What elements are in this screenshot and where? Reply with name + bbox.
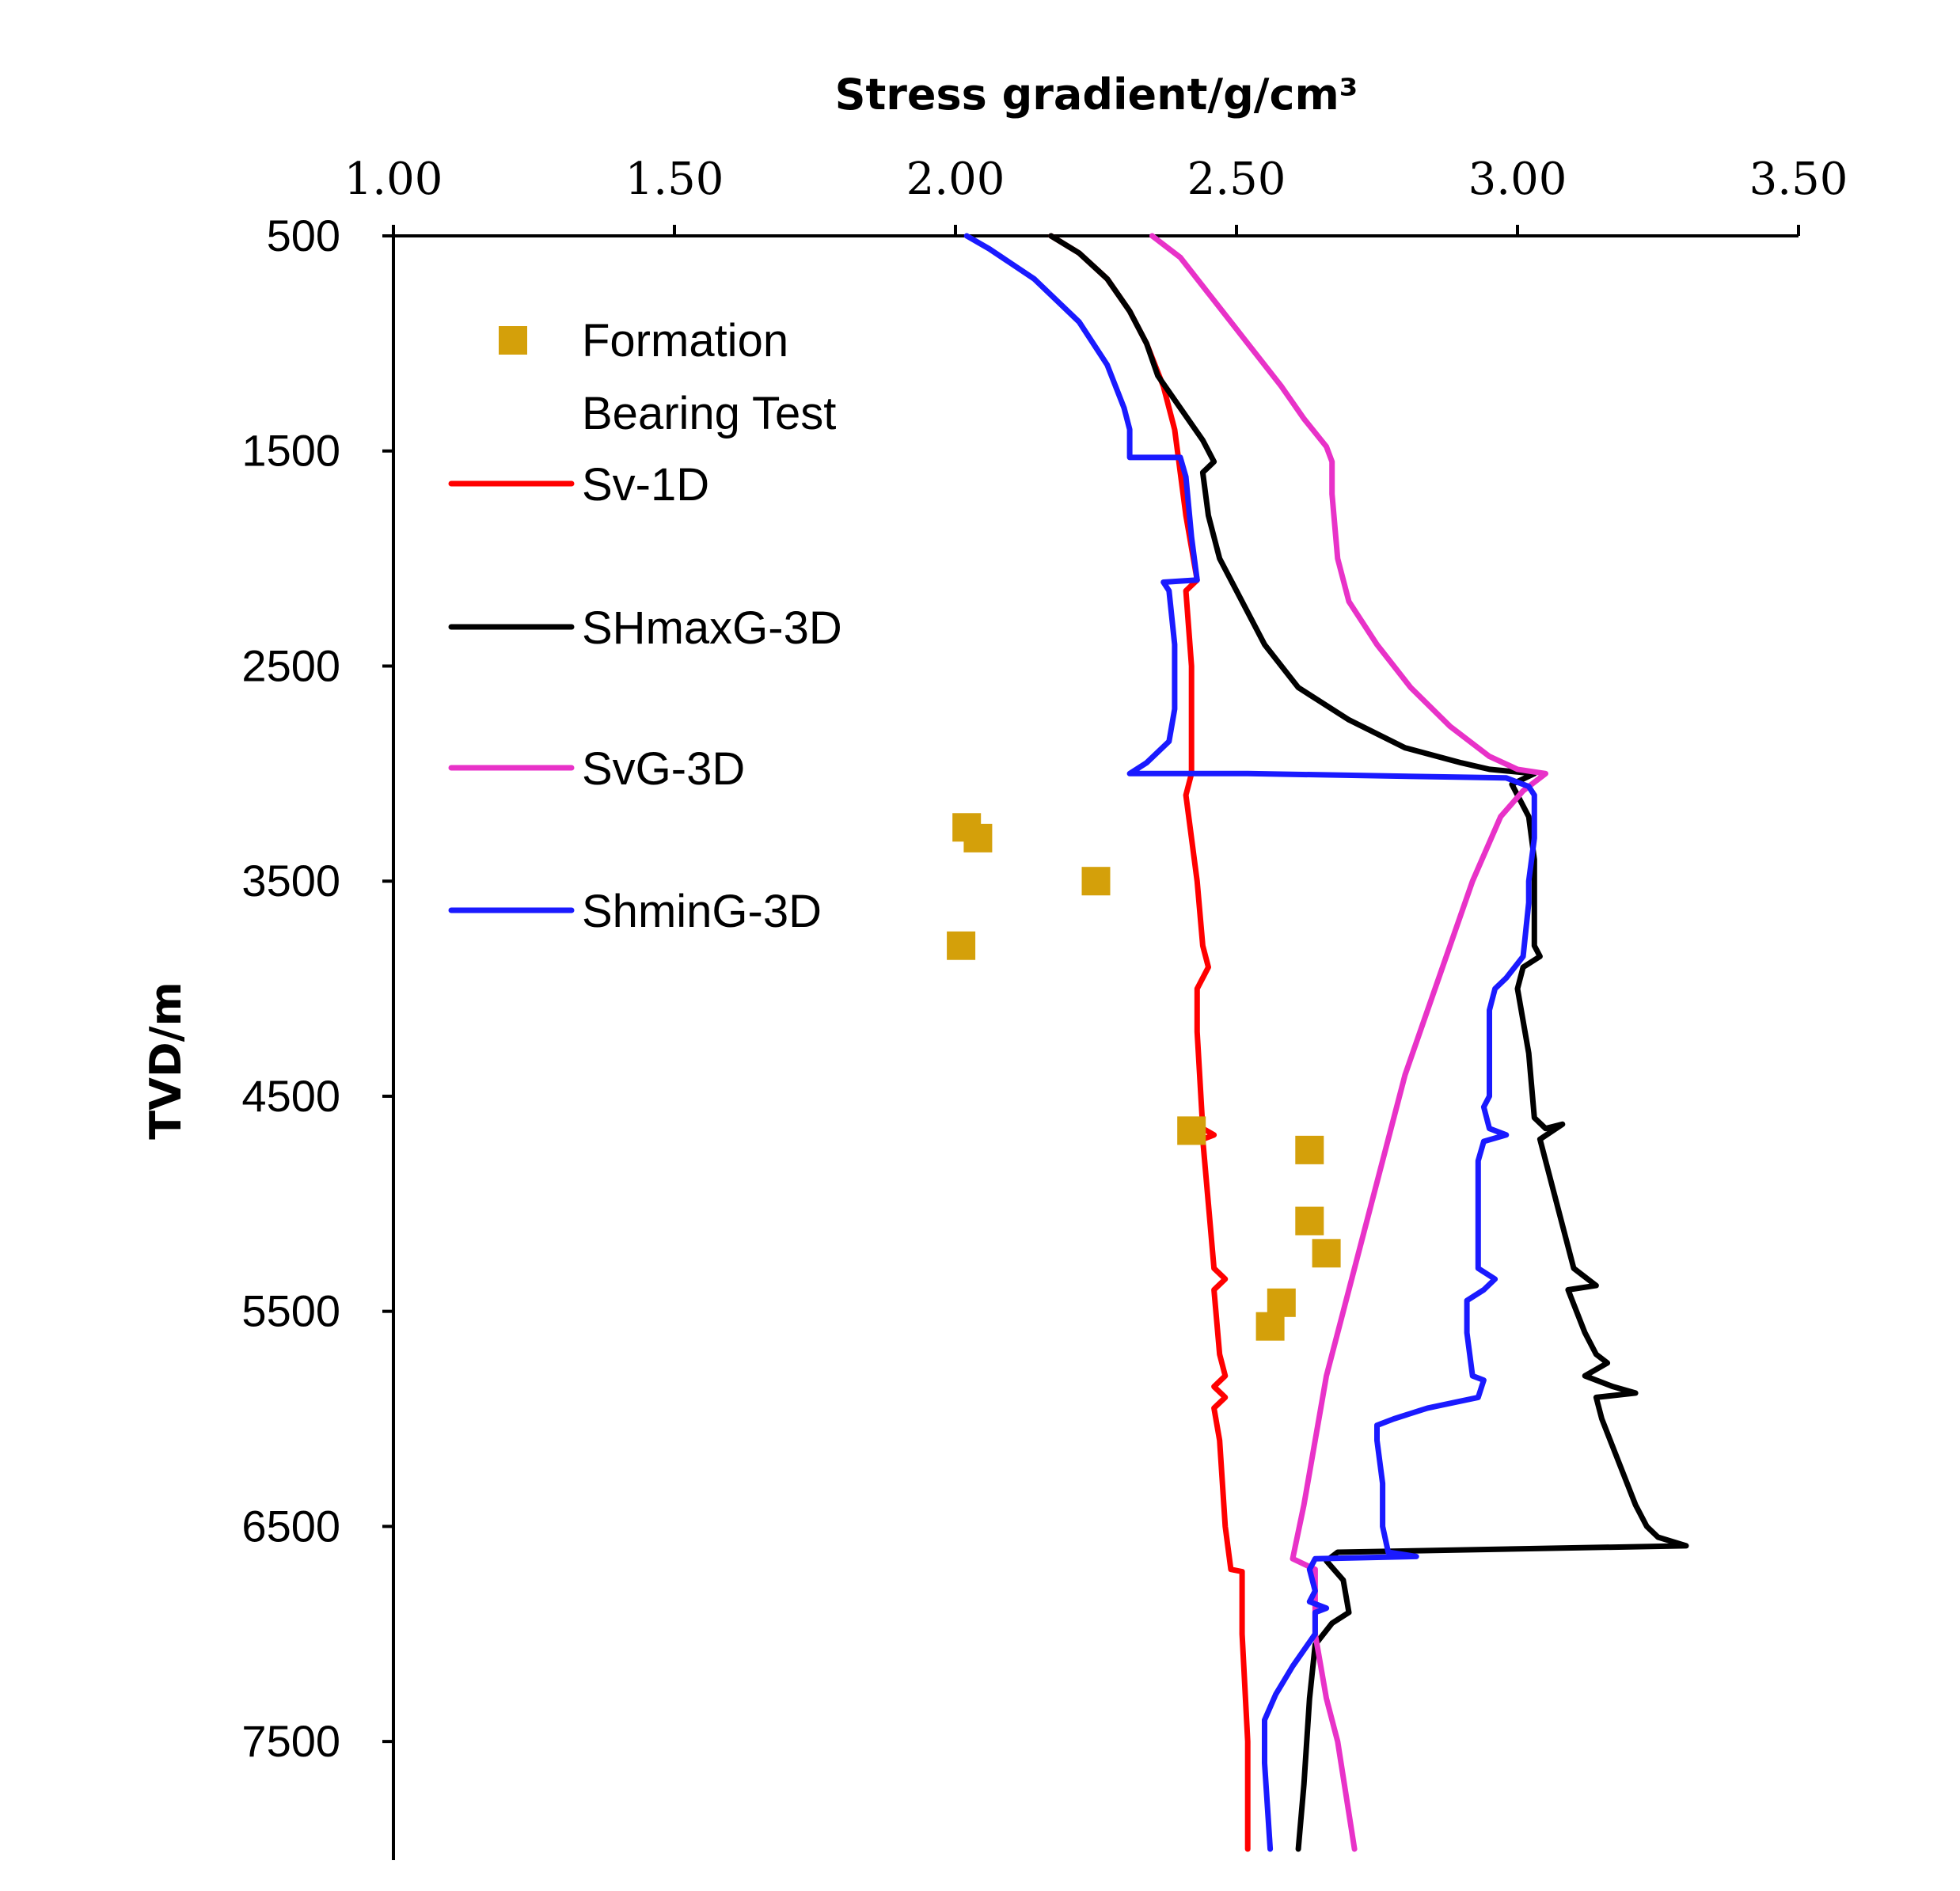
x-axis-ticks: 1.00 1.50 2.00 2.50 3.00 3.50 bbox=[344, 154, 1848, 236]
series-line-shmaxg-3d bbox=[1048, 233, 1689, 1852]
data-point-formation-bearing-test bbox=[1295, 1206, 1324, 1236]
data-point-formation-bearing-test bbox=[1255, 1312, 1285, 1341]
data-point-formation-bearing-test bbox=[963, 823, 993, 852]
legend-label-shmaxg-3d: SHmaxG-3D bbox=[582, 602, 842, 654]
series-line-svg-3d bbox=[1149, 233, 1548, 1852]
legend-swatch-formation-bearing-test bbox=[499, 326, 527, 355]
data-point-formation-bearing-test bbox=[947, 931, 976, 960]
x-tick-label: 3.00 bbox=[1468, 154, 1567, 205]
series-line-sv-1d bbox=[1048, 233, 1251, 1852]
series-line-shming-3d bbox=[963, 233, 1537, 1852]
legend-label-formation-bearing-test: Formation Bearing Test bbox=[582, 315, 836, 439]
legend-label-sv-1d: Sv-1D bbox=[582, 459, 709, 511]
y-tick-label: 7500 bbox=[241, 1716, 340, 1766]
y-tick-label: 4500 bbox=[241, 1071, 340, 1121]
series-layer bbox=[947, 233, 1689, 1852]
y-tick-label: 5500 bbox=[241, 1286, 340, 1336]
y-axis-label: TVD/m bbox=[141, 982, 191, 1139]
legend-label-shming-3d: ShminG-3D bbox=[582, 886, 822, 937]
y-tick-label: 3500 bbox=[241, 856, 340, 906]
data-point-formation-bearing-test bbox=[1312, 1239, 1341, 1268]
y-tick-label: 1500 bbox=[241, 426, 340, 476]
chart-title: Stress gradient/g/cm³ bbox=[835, 70, 1358, 120]
data-point-formation-bearing-test bbox=[1081, 867, 1111, 896]
x-tick-label: 2.50 bbox=[1187, 154, 1286, 205]
y-tick-label: 2500 bbox=[241, 640, 340, 690]
y-axis-ticks: 500 1500 2500 3500 4500 5500 6500 7500 bbox=[241, 211, 393, 1766]
data-point-formation-bearing-test bbox=[1295, 1135, 1324, 1164]
legend-label-svg-3d: SvG-3D bbox=[582, 743, 745, 795]
x-tick-label: 3.50 bbox=[1749, 154, 1848, 205]
x-tick-label: 1.00 bbox=[344, 154, 443, 205]
legend: Formation Bearing Test Sv-1D SHmaxG-3D SvG-3… bbox=[448, 315, 842, 937]
x-tick-label: 2.00 bbox=[906, 154, 1005, 205]
data-point-formation-bearing-test bbox=[1177, 1116, 1206, 1145]
x-tick-label: 1.50 bbox=[625, 154, 724, 205]
y-tick-label: 500 bbox=[267, 211, 340, 260]
y-tick-label: 6500 bbox=[241, 1501, 340, 1551]
